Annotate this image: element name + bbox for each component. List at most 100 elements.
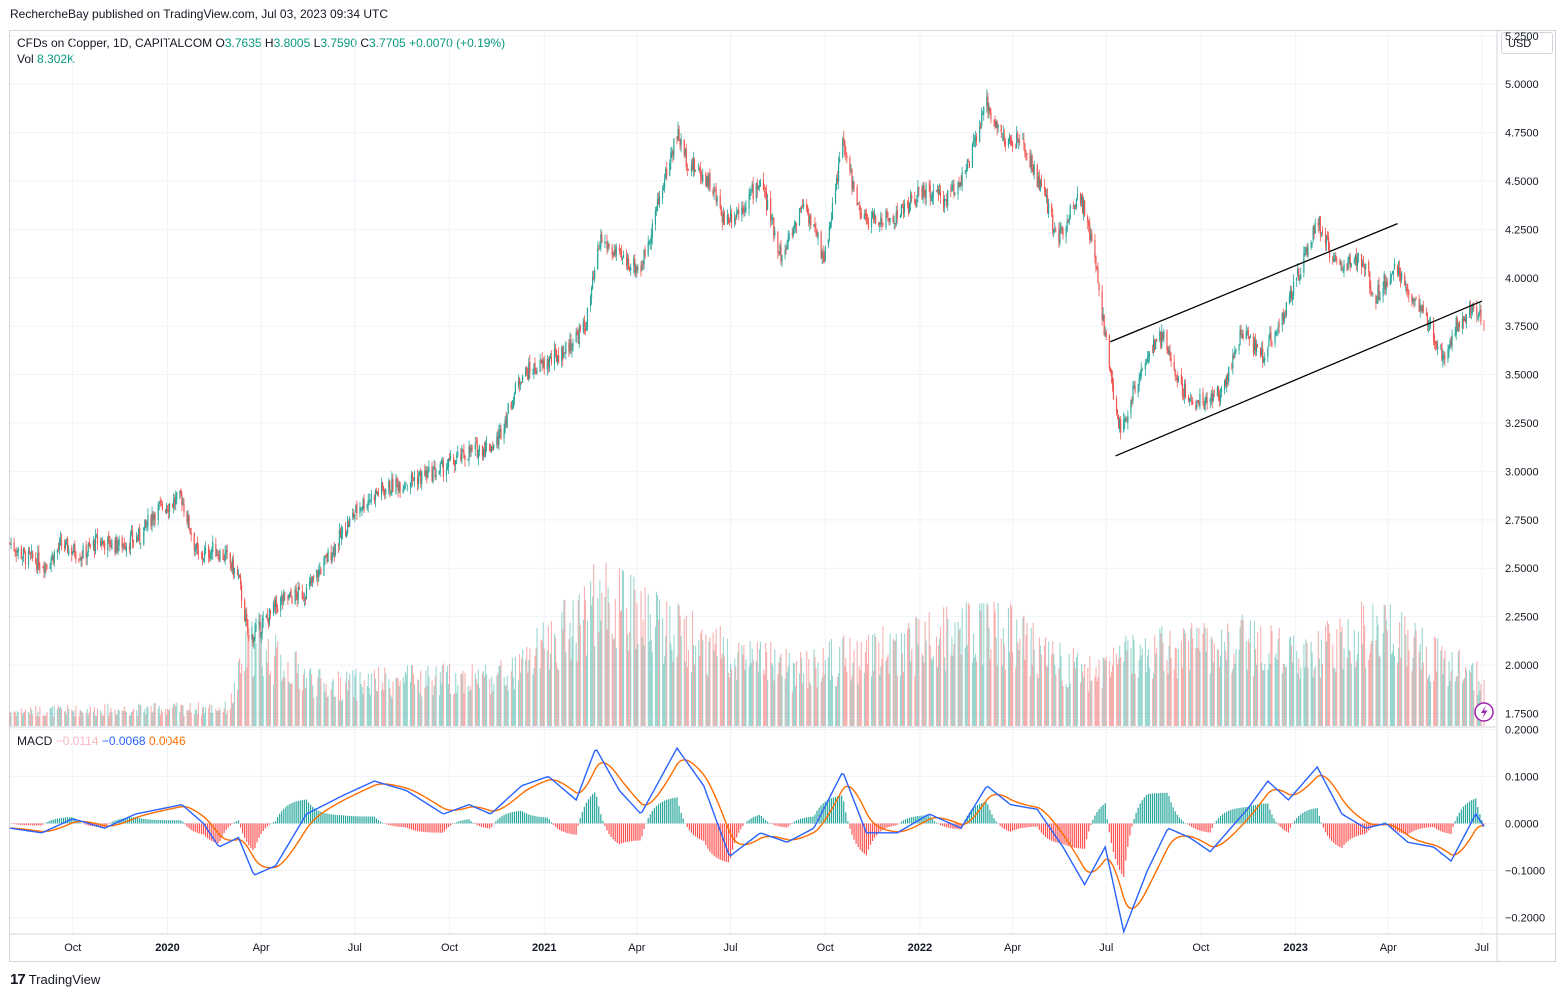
macd-histogram-bar <box>828 799 830 824</box>
macd-histogram-bar <box>1071 823 1073 848</box>
volume-bar <box>28 711 30 726</box>
volume-bar <box>432 695 434 726</box>
volume-bar <box>1055 674 1057 726</box>
macd-histogram-bar <box>713 823 715 856</box>
candle-body <box>152 513 154 520</box>
volume-bar <box>216 710 218 726</box>
macd-histogram-bar <box>1207 823 1209 833</box>
candle-body <box>993 121 995 122</box>
symbol-legend[interactable]: CFDs on Copper, 1D, CAPITALCOM O3.7635 H… <box>17 36 505 50</box>
macd-histogram-bar <box>762 818 765 824</box>
candle-body <box>1254 339 1257 351</box>
volume-bar <box>477 669 479 726</box>
volume-legend[interactable]: Vol 8.302K <box>17 52 75 66</box>
macd-histogram-bar <box>1020 823 1022 829</box>
candle-body <box>1066 221 1068 231</box>
macd-histogram-bar <box>622 823 625 843</box>
volume-bar <box>979 603 981 726</box>
currency-button[interactable]: USD <box>1501 32 1553 54</box>
volume-bar <box>21 714 23 726</box>
volume-bar <box>981 602 983 726</box>
volume-bar <box>20 708 22 726</box>
macd-histogram-bar <box>1168 796 1170 824</box>
macd-histogram-bar <box>406 823 408 828</box>
candles <box>9 89 1485 649</box>
candle-body <box>713 189 715 193</box>
macd-histogram-bar <box>729 823 732 859</box>
volume-bar <box>282 678 284 726</box>
macd-histogram-bar <box>21 823 23 825</box>
macd-histogram-bar <box>624 823 627 843</box>
macd-histogram-bar <box>894 823 896 826</box>
candle-body <box>748 195 750 209</box>
volume-bar <box>1183 629 1186 726</box>
volume-bar <box>743 644 745 726</box>
candle-body <box>923 184 925 192</box>
volume-bar <box>527 672 529 726</box>
candle-body <box>294 589 296 604</box>
candle-body <box>879 223 881 225</box>
volume-bar <box>493 683 495 726</box>
volume-bar <box>694 664 696 726</box>
candle-body <box>1109 367 1111 372</box>
macd-histogram-bar <box>1261 803 1263 824</box>
candle-body <box>1463 317 1466 321</box>
candle-body <box>916 199 918 208</box>
candle-body <box>563 352 565 358</box>
volume-bar <box>1180 640 1182 726</box>
macd-histogram-bar <box>661 801 664 824</box>
volume-bar <box>845 657 847 726</box>
volume-bar <box>23 711 26 726</box>
candle-body <box>1046 195 1049 213</box>
macd-histogram-bar <box>950 823 952 829</box>
candle-body <box>951 187 953 191</box>
candle-body <box>1444 354 1446 360</box>
volume-bar <box>1329 633 1331 726</box>
candle-body <box>568 343 570 353</box>
volume-bar <box>858 666 860 726</box>
volume-bar <box>928 612 930 726</box>
volume-bar <box>260 637 262 726</box>
volume-bar <box>1300 667 1302 726</box>
candle-body <box>283 592 285 602</box>
macd-histogram-bar <box>279 813 281 824</box>
volume-bar <box>236 689 239 726</box>
candle-body <box>1483 324 1485 325</box>
volume-bar <box>433 685 435 726</box>
candle-body <box>911 195 913 199</box>
volume-bar <box>194 709 196 726</box>
macd-histogram-bar <box>1186 823 1189 825</box>
candle-body <box>231 559 233 571</box>
candle-body <box>124 548 126 550</box>
volume-bar <box>1240 620 1242 726</box>
macd-histogram-bar <box>1281 823 1283 829</box>
volume-bar <box>691 611 694 726</box>
candle-body <box>1249 335 1251 338</box>
candle-body <box>94 535 97 552</box>
footer-brand[interactable]: 17 TradingView <box>10 971 100 988</box>
candle-body <box>806 204 808 209</box>
candle-body <box>140 542 142 544</box>
macd-histogram-bar <box>180 820 182 824</box>
volume-bar <box>525 659 527 726</box>
macd-histogram-bar <box>281 810 283 824</box>
candle-body <box>1209 399 1211 403</box>
volume-bar <box>1478 681 1480 726</box>
macd-histogram-bar <box>334 814 336 824</box>
candle-body <box>633 258 635 267</box>
macd-histogram-bar <box>188 823 190 829</box>
macd-histogram-bar <box>1042 823 1045 835</box>
candle-body <box>74 544 76 556</box>
volume-bar <box>684 661 686 726</box>
candle-body <box>750 191 752 193</box>
candle-body <box>831 203 834 220</box>
volume-bar <box>50 708 52 726</box>
candle-body <box>1414 298 1416 302</box>
candle-body <box>1297 269 1299 276</box>
candle-body <box>1017 133 1019 142</box>
candle-body <box>236 570 239 575</box>
volume-bar <box>715 628 717 726</box>
lightning-icon[interactable] <box>1474 702 1494 722</box>
volume-bar <box>153 703 155 726</box>
